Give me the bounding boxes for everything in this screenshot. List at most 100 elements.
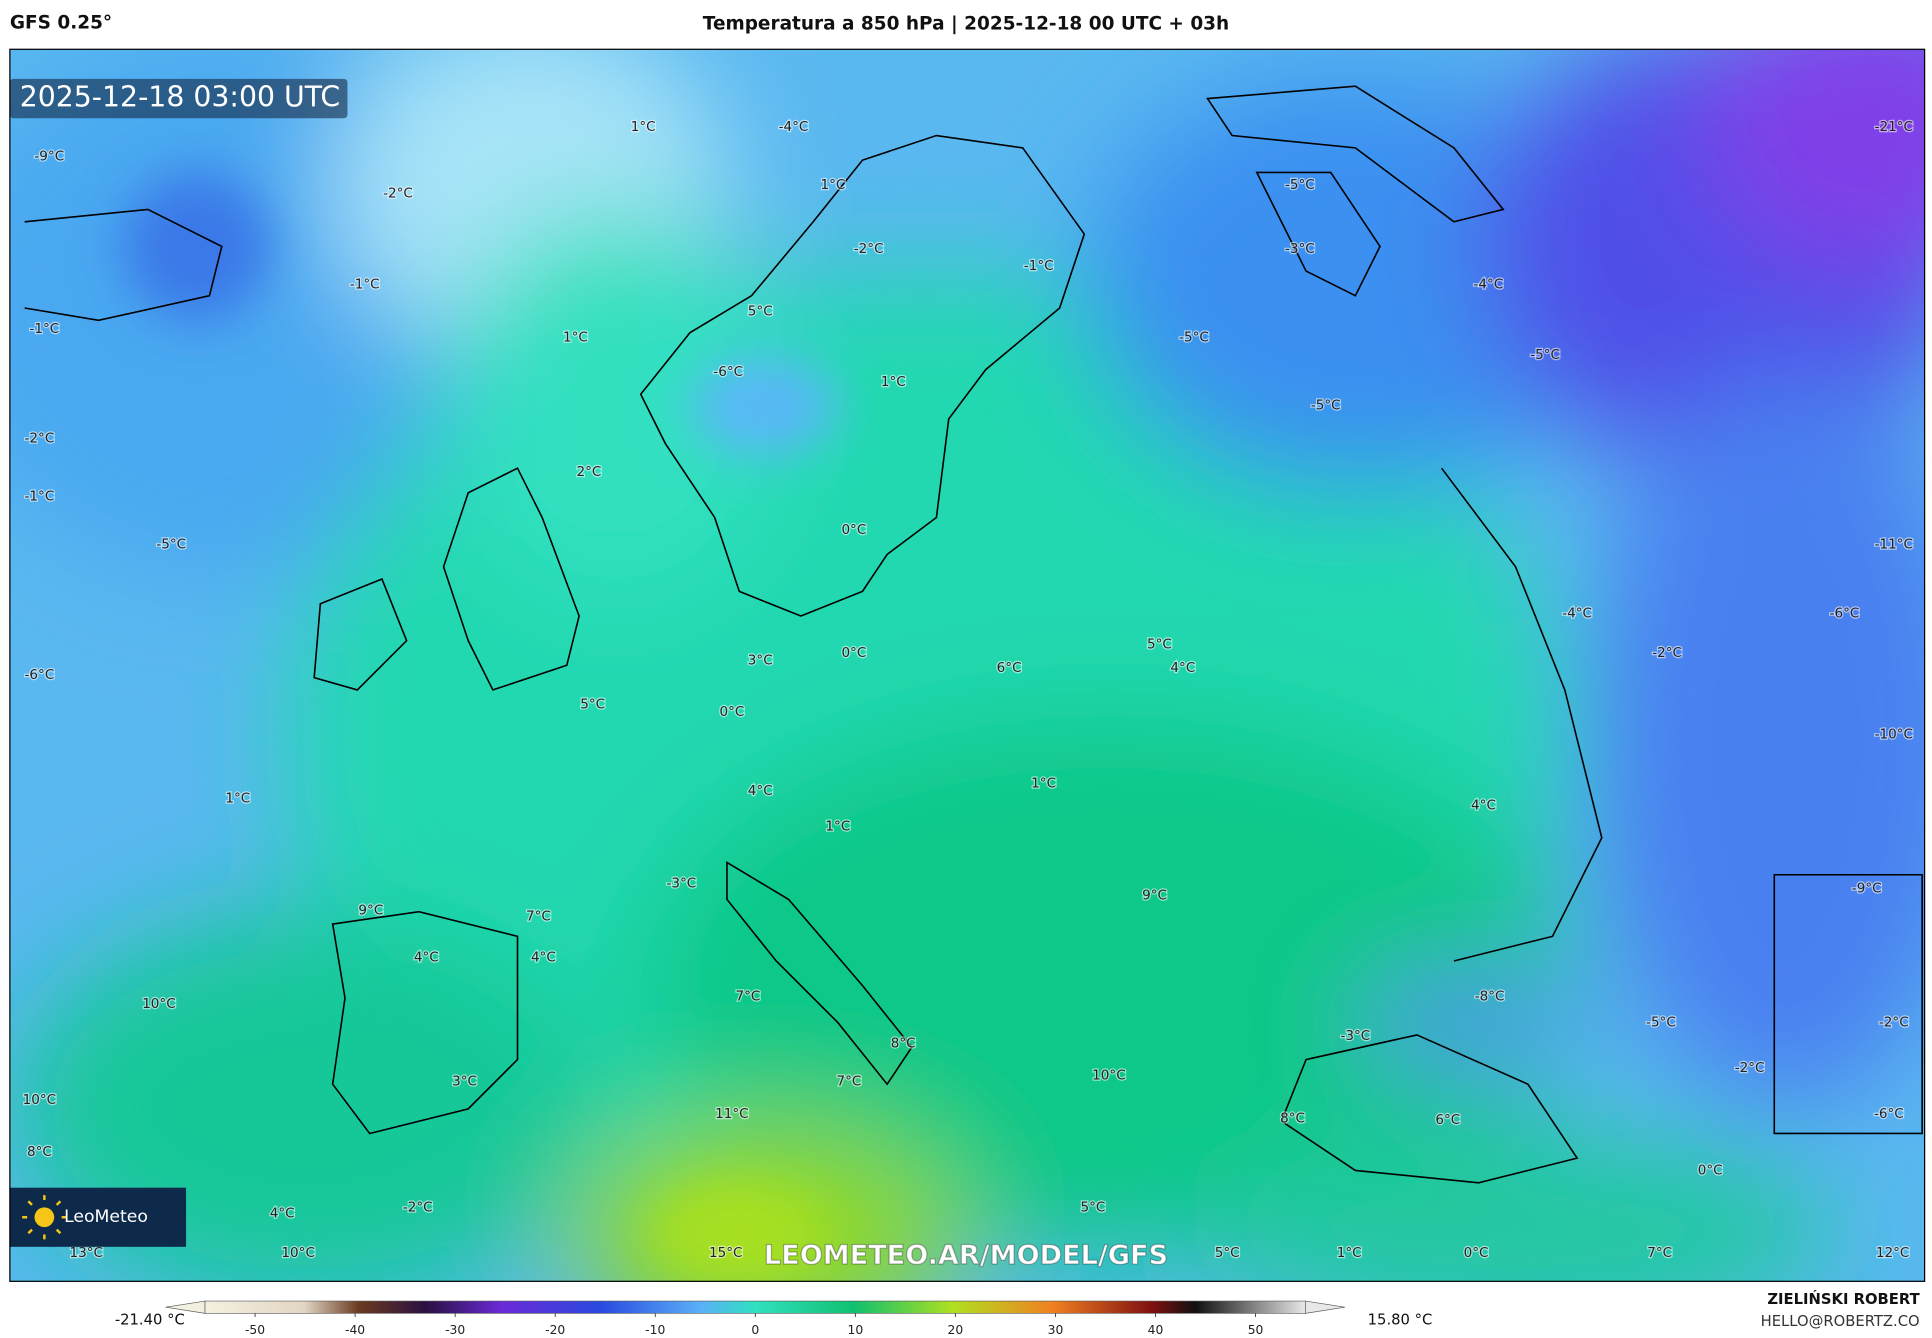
temp-label: 9°C — [358, 902, 383, 918]
temp-label: -5°C — [1530, 347, 1560, 363]
temp-label: 7°C — [1647, 1245, 1672, 1261]
temp-label: 10°C — [23, 1092, 56, 1108]
temp-label: 8°C — [27, 1144, 52, 1160]
temp-label: -8°C — [1475, 989, 1505, 1005]
temp-label: 4°C — [1471, 798, 1496, 814]
colorbar-tick-label: -20 — [545, 1323, 565, 1337]
colorbar-tick-label: 20 — [948, 1323, 964, 1337]
logo-sun — [34, 1207, 55, 1228]
temp-label: 0°C — [1464, 1245, 1489, 1261]
temp-label: 11°C — [715, 1106, 748, 1122]
temp-label: -4°C — [1474, 277, 1504, 293]
temp-label: -10°C — [1875, 726, 1913, 742]
temp-label: 10°C — [142, 996, 175, 1012]
colorbar-tick-label: -50 — [245, 1323, 265, 1337]
temp-label: -4°C — [779, 119, 809, 135]
timestamp-box — [9, 78, 348, 119]
temp-label: 0°C — [1698, 1162, 1723, 1178]
temp-label: -5°C — [1285, 177, 1315, 193]
colorbar-tick-label: -40 — [345, 1323, 365, 1337]
author: ZIELIŃSKI ROBERT — [1767, 1290, 1919, 1308]
temp-label: -2°C — [1652, 645, 1682, 661]
temp-label: -2°C — [1735, 1060, 1765, 1076]
colorbar-tick-label: 50 — [1248, 1323, 1264, 1337]
temp-label: -2°C — [1879, 1015, 1909, 1031]
temp-label: 12°C — [1876, 1245, 1909, 1261]
temp-label: 3°C — [452, 1074, 477, 1090]
temp-label: -2°C — [25, 431, 55, 447]
temp-label: -5°C — [1179, 330, 1209, 346]
colorbar-tick-label: 10 — [848, 1323, 864, 1337]
temp-label: 1°C — [1031, 776, 1056, 792]
temp-label: -11°C — [1875, 537, 1913, 553]
colorbar-tick-label: -30 — [445, 1323, 465, 1337]
temp-label: -2°C — [383, 185, 413, 201]
colorbar-tick-label: 40 — [1148, 1323, 1164, 1337]
colorbar-min: -21.40 °C — [115, 1312, 185, 1329]
temp-label: -5°C — [1646, 1015, 1676, 1031]
temp-label: 1°C — [225, 790, 250, 806]
temp-label: 7°C — [837, 1074, 862, 1090]
logo-text: LeoMeteo — [64, 1207, 148, 1227]
temp-label: 5°C — [1215, 1245, 1240, 1261]
temp-label: 9°C — [1142, 888, 1167, 904]
colorbar: -50 -40 -30 -20 -10 0 10 20 30 40 50 — [165, 1300, 1346, 1337]
temp-label: 4°C — [531, 949, 556, 965]
colorbar-right-arrow — [1305, 1300, 1346, 1314]
temp-label: -1°C — [350, 277, 380, 293]
temp-label: -2°C — [403, 1199, 433, 1215]
temp-label: 4°C — [748, 783, 773, 799]
temp-label: 5°C — [580, 697, 605, 713]
temp-label: 4°C — [414, 949, 439, 965]
model-name: GFS 0.25° — [10, 12, 112, 33]
map-labels: -9°C 1°C -4°C -21°C -2°C 1°C -5°C -2°C -1°C -3°C -… — [21, 118, 1914, 1263]
temp-label: 7°C — [526, 909, 551, 925]
temp-label: -3°C — [1285, 241, 1315, 257]
watermark: LEOMETEO.AR/MODEL/GFS — [764, 1240, 1168, 1271]
temp-label: 13°C — [70, 1245, 103, 1261]
temp-label: 8°C — [1280, 1111, 1305, 1127]
temp-label: -6°C — [713, 364, 743, 380]
temp-label: 8°C — [891, 1036, 916, 1052]
map-frame — [9, 48, 1926, 1282]
temp-label: -5°C — [1311, 397, 1341, 413]
temp-label: -1°C — [1024, 258, 1054, 274]
temp-label: 0°C — [719, 704, 744, 720]
temp-label: 1°C — [825, 819, 850, 835]
email: HELLO@ROBERTZ.CO — [1761, 1313, 1920, 1330]
temp-label: 4°C — [270, 1206, 295, 1222]
colorbar-tick-label: 30 — [1048, 1323, 1064, 1337]
temp-label: 4°C — [1170, 660, 1195, 676]
temp-label: -9°C — [1852, 880, 1882, 896]
map-title: Temperatura a 850 hPa | 2025-12-18 00 UT… — [703, 14, 1229, 35]
timestamp: 2025-12-18 03:00 UTC — [20, 81, 340, 114]
temp-label: 1°C — [631, 119, 656, 135]
colorbar-tick-label: 0 — [751, 1323, 759, 1337]
temp-label: -6°C — [1874, 1106, 1904, 1122]
temp-label: 5°C — [1147, 636, 1172, 652]
temp-label: 5°C — [1080, 1199, 1105, 1215]
temp-label: 1°C — [820, 177, 845, 193]
temp-label: -4°C — [1562, 606, 1592, 622]
temp-label: 2°C — [577, 464, 602, 480]
temp-label: -9°C — [34, 148, 64, 164]
colorbar-bar — [204, 1300, 1306, 1314]
temp-label: -21°C — [1875, 119, 1913, 135]
temp-label: 6°C — [997, 660, 1022, 676]
temp-label: -1°C — [29, 321, 59, 337]
temp-label: 5°C — [748, 304, 773, 320]
temp-label: 15°C — [709, 1245, 742, 1261]
temp-label: 1°C — [881, 374, 906, 390]
temp-label: 0°C — [841, 522, 866, 538]
temp-label: -6°C — [25, 667, 55, 683]
temp-label: 0°C — [841, 645, 866, 661]
temp-label: -2°C — [854, 241, 884, 257]
temp-label: -1°C — [25, 489, 55, 505]
temp-label: -5°C — [156, 537, 186, 553]
temp-label: 7°C — [735, 989, 760, 1005]
temp-label: -3°C — [1340, 1028, 1370, 1044]
logo-rays — [22, 1195, 67, 1240]
temp-label: -3°C — [666, 875, 696, 891]
